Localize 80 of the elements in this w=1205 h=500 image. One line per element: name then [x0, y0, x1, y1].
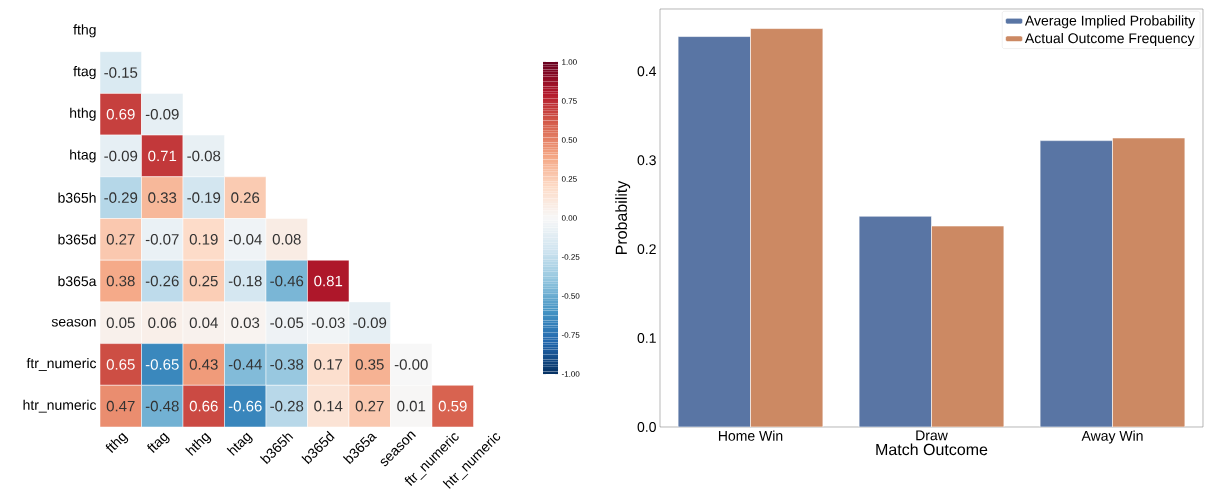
- legend-label: Average Implied Probability: [1024, 15, 1196, 29]
- x-tick-label: fthg: [105, 432, 129, 453]
- data-label: 0.47: [106, 400, 135, 412]
- data-label: -0.08: [187, 150, 221, 162]
- data-label: -0.48: [145, 400, 179, 412]
- y-tick-label: 0.4: [637, 66, 657, 77]
- data-label: 0.08: [272, 234, 301, 245]
- legend-label: Actual Outcome Frequency: [1024, 32, 1195, 46]
- data-label: 0.14: [314, 400, 343, 412]
- data-label: 0.25: [189, 275, 218, 287]
- data-label: 0.81: [314, 275, 343, 287]
- y-tick-label: hthg: [70, 107, 96, 121]
- data-label: -0.03: [311, 317, 345, 329]
- data-label: -0.66: [228, 400, 262, 412]
- data-label: 0.19: [189, 234, 218, 245]
- y-tick-label: 0.3: [637, 155, 656, 166]
- data-label: -0.09: [353, 317, 387, 329]
- data-label: 0.17: [314, 359, 343, 370]
- color-bar-label: -0.75: [561, 332, 580, 338]
- data-label: -0.00: [394, 359, 428, 370]
- data-label: -0.65: [145, 359, 179, 370]
- data-label: -0.04: [228, 234, 262, 245]
- data-label: -0.09: [104, 150, 138, 162]
- data-label: -0.18: [228, 275, 262, 287]
- data-label: -0.46: [270, 275, 304, 287]
- color-bar-label: 0.25: [561, 176, 577, 182]
- color-bar-label: -0.50: [561, 293, 580, 299]
- x-tick-label: htag: [226, 432, 253, 456]
- data-label: -0.07: [145, 234, 179, 245]
- y-tick-label: htag: [70, 149, 96, 163]
- data-label: 0.38: [106, 275, 135, 287]
- data-label: 0.43: [189, 359, 218, 370]
- data-label: 0.66: [189, 400, 218, 412]
- color-bar-label: 1.00: [562, 59, 577, 65]
- y-tick-label: fthg: [73, 24, 96, 38]
- data-label: 0.01: [397, 400, 426, 412]
- data-label: 0.27: [355, 400, 384, 412]
- data-label: 0.04: [189, 317, 218, 329]
- data-label: -0.38: [270, 359, 304, 370]
- y-tick-label: season: [51, 318, 96, 327]
- data-label: -0.44: [228, 359, 262, 370]
- x-tick-label: Away Win: [1081, 430, 1143, 444]
- data-label: 0.35: [355, 359, 384, 370]
- data-label: 0.05: [106, 317, 135, 329]
- color-bar-label: 0.50: [561, 137, 577, 143]
- color-bar-label: -1.00: [561, 371, 580, 377]
- data-label: 0.71: [148, 150, 177, 162]
- data-label: -0.29: [104, 192, 138, 203]
- data-label: -0.19: [187, 192, 221, 203]
- y-tick-label: htr_numeric: [23, 399, 97, 413]
- color-bar-label: 0.00: [561, 215, 577, 221]
- data-label: 0.26: [231, 192, 260, 203]
- data-label: 0.65: [106, 359, 135, 370]
- color-bar-label: -0.25: [561, 254, 580, 260]
- data-label: 0.33: [148, 192, 177, 203]
- data-label: 0.69: [106, 108, 135, 120]
- y-tick-label: b365h: [58, 192, 96, 203]
- y-tick-label: ftag: [73, 66, 96, 80]
- y-axis-title: Probability: [615, 180, 631, 255]
- x-tick-label: Draw: [916, 430, 948, 441]
- x-tick-label: ftag: [147, 432, 170, 453]
- data-label: -0.15: [104, 67, 138, 78]
- x-axis-title: Match Outcome: [876, 443, 988, 456]
- data-label: -0.26: [145, 275, 179, 287]
- x-tick-label: hthg: [185, 432, 212, 456]
- y-tick-label: 0.1: [637, 333, 656, 344]
- data-label: 0.06: [148, 317, 177, 329]
- y-tick-label: 0.2: [637, 244, 656, 255]
- x-tick-label: Home Win: [718, 430, 783, 441]
- data-label: -0.05: [270, 317, 304, 329]
- data-label: 0.27: [106, 234, 135, 245]
- y-tick-label: ftr_numeric: [26, 357, 97, 371]
- y-tick-label: b365d: [58, 234, 96, 245]
- data-label: 0.59: [438, 400, 467, 412]
- color-bar-label: 0.75: [561, 98, 577, 104]
- data-label: -0.09: [145, 108, 179, 120]
- y-tick-label: b365a: [58, 275, 97, 287]
- data-label: -0.28: [270, 400, 304, 412]
- data-label: 0.03: [231, 317, 260, 329]
- y-tick-label: 0.0: [637, 422, 656, 432]
